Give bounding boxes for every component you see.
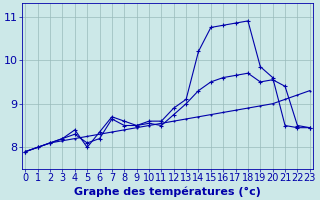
X-axis label: Graphe des températures (°c): Graphe des températures (°c) <box>74 186 261 197</box>
